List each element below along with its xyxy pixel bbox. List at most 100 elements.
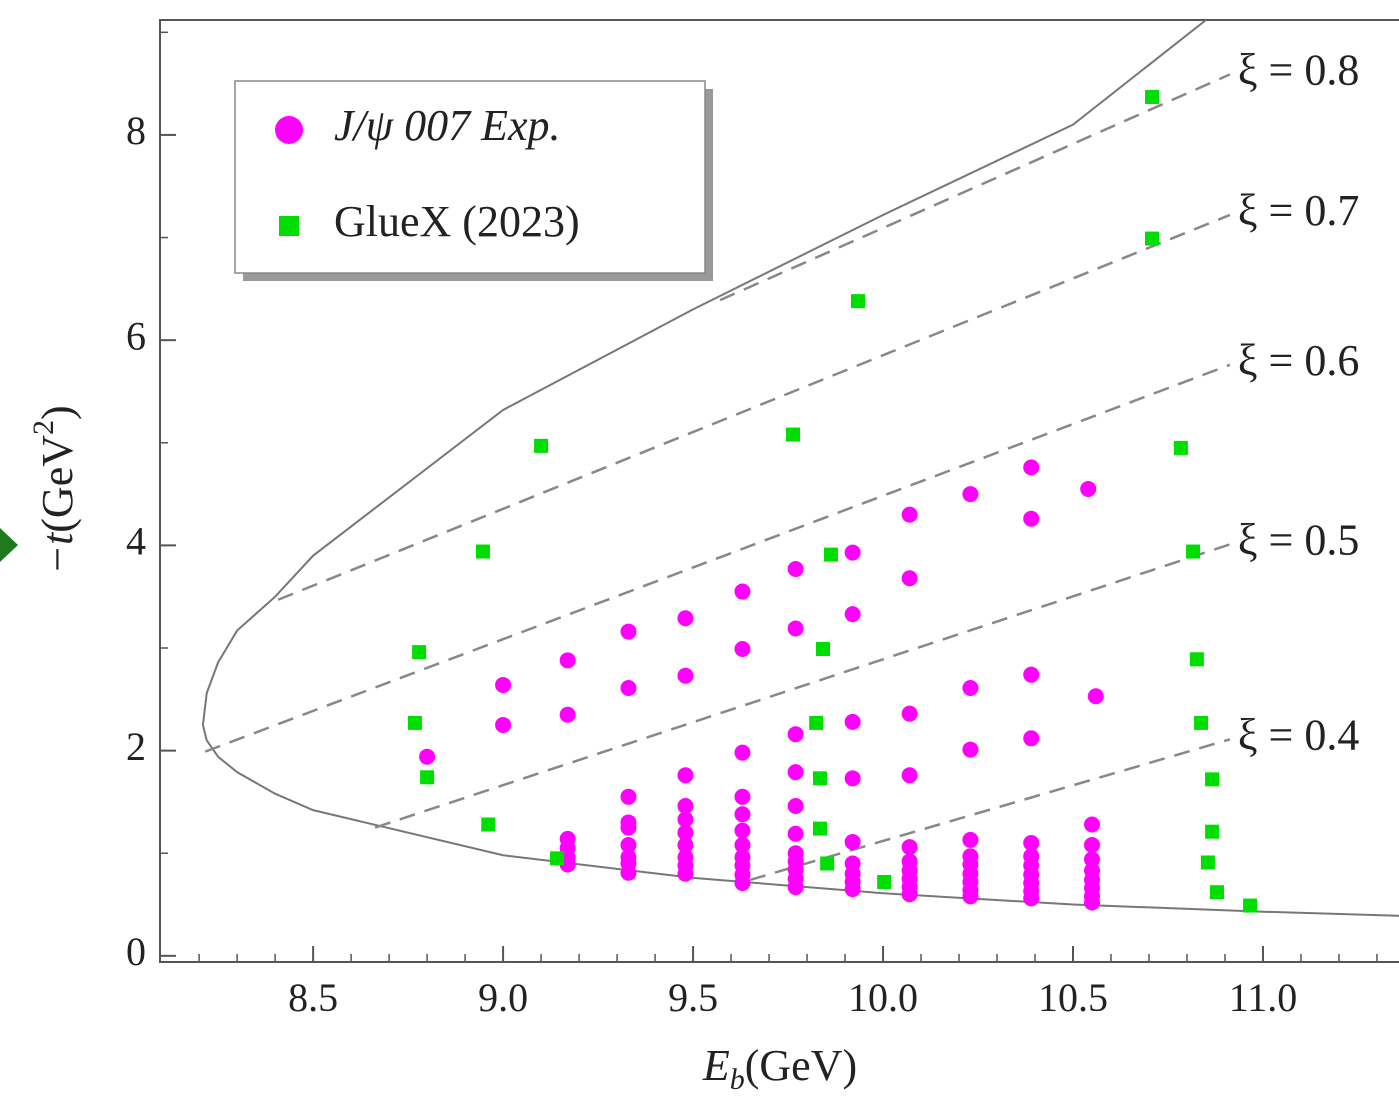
jpsi-point	[734, 744, 751, 761]
jpsi-point	[677, 824, 694, 841]
jpsi-point	[677, 811, 694, 828]
legend-marker	[279, 216, 299, 236]
xi-label: ξ = 0.4	[1238, 710, 1359, 759]
gluex-point	[809, 715, 824, 730]
jpsi-point	[734, 806, 751, 823]
jpsi-point	[559, 652, 576, 669]
gluex-point	[1145, 89, 1160, 104]
gluex-point	[475, 544, 490, 559]
jpsi-point	[620, 623, 637, 640]
jpsi-point	[844, 770, 861, 787]
jpsi-point	[901, 705, 918, 722]
y-tick-label: 6	[126, 313, 146, 358]
jpsi-point	[1087, 688, 1104, 705]
jpsi-point	[677, 767, 694, 784]
legend-label: J/ψ 007 Exp.	[334, 101, 561, 150]
pointer-arrow	[0, 528, 18, 562]
jpsi-point	[844, 713, 861, 730]
jpsi-point	[620, 819, 637, 836]
jpsi-point	[844, 544, 861, 561]
jpsi-point	[620, 680, 637, 697]
gluex-point	[812, 821, 827, 836]
gluex-point	[407, 715, 422, 730]
gluex-point	[877, 874, 892, 889]
gluex-point	[816, 642, 831, 657]
jpsi-point	[419, 748, 436, 765]
xi-line	[204, 363, 1231, 753]
x-tick-label: 11.0	[1229, 975, 1298, 1020]
jpsi-point	[620, 837, 637, 854]
y-tick-label: 8	[126, 108, 146, 153]
gluex-point	[820, 856, 835, 871]
jpsi-point	[734, 583, 751, 600]
gluex-point	[823, 547, 838, 562]
jpsi-point	[734, 822, 751, 839]
x-axis-label: Eb(GeV)	[702, 1041, 857, 1096]
x-label-sub: b	[730, 1063, 745, 1096]
xi-label: ξ = 0.8	[1238, 45, 1359, 94]
jpsi-point	[962, 741, 979, 758]
x-label-main: E	[702, 1041, 730, 1090]
y-tick-label: 0	[126, 929, 146, 974]
jpsi-point	[1023, 666, 1040, 683]
jpsi-point	[559, 706, 576, 723]
gluex-point	[550, 851, 565, 866]
gluex-point	[850, 294, 865, 309]
y-axis-label: −t(GeV2)	[27, 405, 82, 574]
jpsi-point	[787, 825, 804, 842]
plot-frame	[159, 19, 1399, 963]
jpsi-point	[677, 837, 694, 854]
gluex-point	[1200, 855, 1215, 870]
jpsi-point	[1084, 894, 1101, 911]
jpsi-point	[734, 837, 751, 854]
gluex-point	[1189, 652, 1204, 667]
jpsi-point	[962, 888, 979, 905]
gluex-point	[812, 771, 827, 786]
jpsi-point	[844, 606, 861, 623]
jpsi-point	[620, 864, 637, 881]
jpsi-point	[1023, 459, 1040, 476]
xi-label: ξ = 0.5	[1238, 515, 1359, 564]
jpsi-point	[734, 788, 751, 805]
gluex-point	[534, 438, 549, 453]
x-label-unit: (GeV)	[745, 1041, 857, 1090]
gluex-point	[1205, 824, 1220, 839]
jpsi-point	[1023, 730, 1040, 747]
jpsi-point	[901, 839, 918, 856]
jpsi-point	[1023, 834, 1040, 851]
jpsi-point	[844, 881, 861, 898]
jpsi-point	[734, 641, 751, 658]
jpsi-point	[787, 560, 804, 577]
jpsi-point	[962, 831, 979, 848]
gluex-point	[1205, 772, 1220, 787]
x-tick-label: 8.5	[288, 975, 338, 1020]
gluex-point	[1243, 898, 1258, 913]
jpsi-point	[787, 879, 804, 896]
jpsi-point	[1023, 890, 1040, 907]
y-tick-label: 2	[126, 724, 146, 769]
gluex-point	[481, 817, 496, 832]
y-label-unit: (GeV	[33, 435, 82, 533]
y-tick-label: 4	[126, 519, 146, 564]
legend-label: GlueX (2023)	[334, 197, 580, 246]
jpsi-point	[787, 620, 804, 637]
gluex-point	[785, 427, 800, 442]
jpsi-point	[495, 676, 512, 693]
jpsi-point	[787, 798, 804, 815]
jpsi-point	[787, 726, 804, 743]
jpsi-point	[844, 833, 861, 850]
y-label-sup: 2	[27, 420, 60, 435]
xi-line	[749, 738, 1231, 882]
gluex-point	[1173, 440, 1188, 455]
xi-line	[277, 213, 1231, 601]
x-tick-label: 9.5	[668, 975, 718, 1020]
gluex-point	[1194, 715, 1209, 730]
xi-line	[374, 543, 1231, 829]
jpsi-point	[1080, 480, 1097, 497]
jpsi-point	[620, 788, 637, 805]
jpsi-point	[677, 610, 694, 627]
legend: J/ψ 007 Exp. GlueX (2023)	[234, 80, 713, 281]
gluex-point	[1210, 885, 1225, 900]
jpsi-point	[1084, 816, 1101, 833]
